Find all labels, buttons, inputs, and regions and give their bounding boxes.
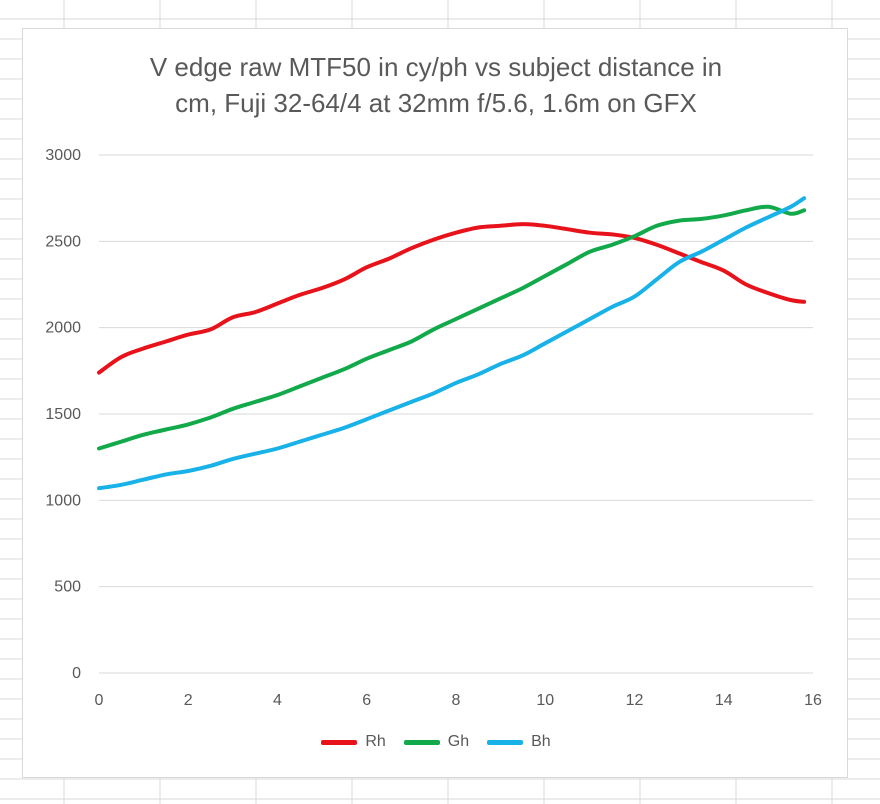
y-tick-label: 0 xyxy=(72,665,81,682)
legend-label: Gh xyxy=(447,733,470,750)
y-tick-label: 2000 xyxy=(45,320,81,337)
x-tick-label: 16 xyxy=(804,692,822,709)
x-tick-label: 2 xyxy=(184,692,193,709)
y-tick-label: 2500 xyxy=(45,233,81,250)
x-tick-label: 14 xyxy=(715,692,733,709)
legend-item-bh: Bh xyxy=(487,733,551,751)
legend-swatch xyxy=(403,739,440,745)
chart-area[interactable]: V edge raw MTF50 in cy/ph vs subject dis… xyxy=(22,28,848,778)
legend-item-rh: Rh xyxy=(321,733,386,751)
x-tick-label: 0 xyxy=(95,692,104,709)
chart-title: V edge raw MTF50 in cy/ph vs subject dis… xyxy=(149,52,723,118)
y-tick-label: 3000 xyxy=(45,147,81,164)
series-line-gh xyxy=(97,204,807,451)
x-tick-label: 10 xyxy=(536,692,554,709)
legend-swatch xyxy=(487,739,524,745)
series-line-rh xyxy=(97,222,807,375)
series-line-bh xyxy=(97,196,807,491)
legend-item-gh: Gh xyxy=(403,733,470,751)
x-tick-label: 4 xyxy=(273,692,282,709)
legend-swatch xyxy=(321,739,358,745)
y-tick-label: 1500 xyxy=(45,406,81,423)
legend: Rh Gh Bh xyxy=(23,733,849,751)
legend-label: Bh xyxy=(531,733,551,750)
y-tick-label: 500 xyxy=(54,579,81,596)
legend-label: Rh xyxy=(365,733,386,750)
x-tick-label: 6 xyxy=(362,692,371,709)
x-tick-label: 8 xyxy=(452,692,461,709)
y-tick-label: 1000 xyxy=(45,492,81,509)
plot-area: 0 500 1000 1500 2000 2500 3000 0 2 4 6 8 10 12 14 16 xyxy=(45,147,822,709)
x-tick-label: 12 xyxy=(626,692,644,709)
